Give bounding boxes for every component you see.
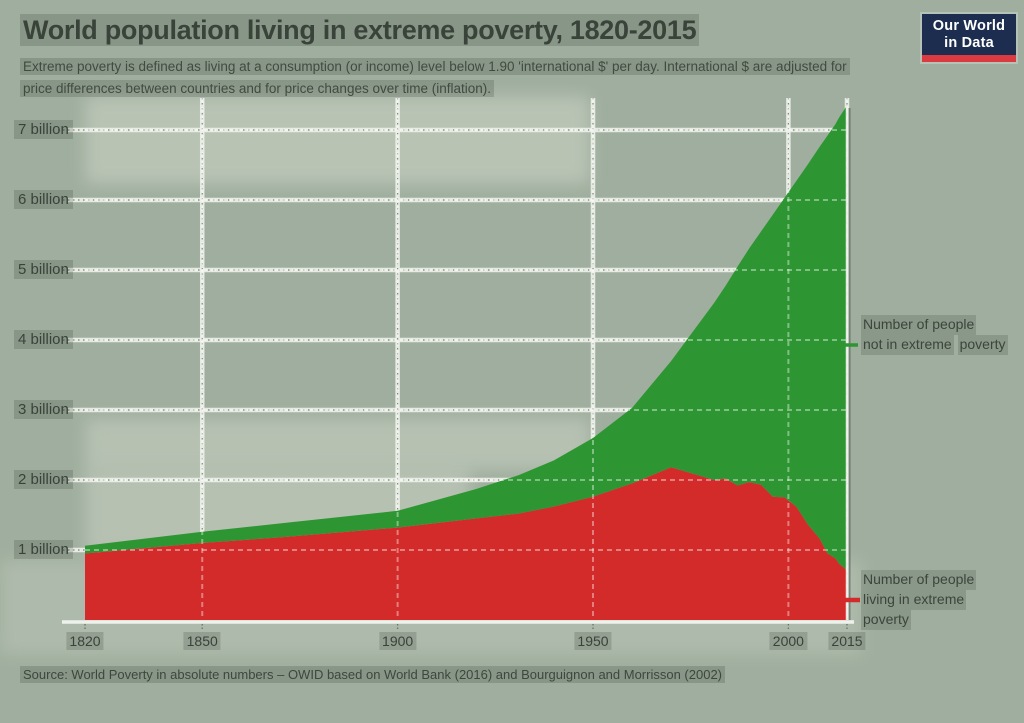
- legend-label-line: not in extreme: [861, 334, 954, 355]
- x-axis-label: 1820: [66, 632, 104, 650]
- y-axis-label: 3 billion: [14, 400, 73, 419]
- x-axis-label: 1850: [183, 632, 221, 650]
- source-line: Source: World Poverty in absolute number…: [20, 666, 1000, 684]
- legend-label-line: living in extreme: [861, 589, 967, 610]
- y-axis-label: 1 billion: [14, 540, 73, 559]
- owid-logo: Our World in Data: [922, 14, 1016, 62]
- owid-logo-text: Our World in Data: [922, 14, 1016, 55]
- legend-label-line: Number of people: [861, 315, 977, 335]
- legend-label-line: poverty: [861, 609, 911, 630]
- legend-not-in-extreme-poverty: Number of people not in extreme poverty: [861, 315, 1019, 355]
- page-subtitle: Extreme poverty is defined as living at …: [20, 56, 865, 99]
- legend-label-line: poverty: [957, 334, 1008, 355]
- x-axis-label: 1900: [379, 632, 417, 650]
- x-axis-label: 2015: [828, 632, 866, 650]
- owid-logo-red-bar: [922, 55, 1016, 62]
- legend-living-in-extreme-poverty: Number of people living in extreme pover…: [861, 570, 1019, 630]
- x-axis-label: 2000: [769, 632, 807, 650]
- y-axis-label: 6 billion: [14, 190, 73, 209]
- legend-label-line: Number of people: [861, 570, 977, 590]
- x-axis-label: 1950: [574, 632, 612, 650]
- y-axis-label: 5 billion: [14, 260, 73, 279]
- y-axis-label: 4 billion: [14, 330, 73, 349]
- y-axis-label: 7 billion: [14, 120, 73, 139]
- y-axis-label: 2 billion: [14, 470, 73, 489]
- page-title: World population living in extreme pover…: [20, 14, 900, 46]
